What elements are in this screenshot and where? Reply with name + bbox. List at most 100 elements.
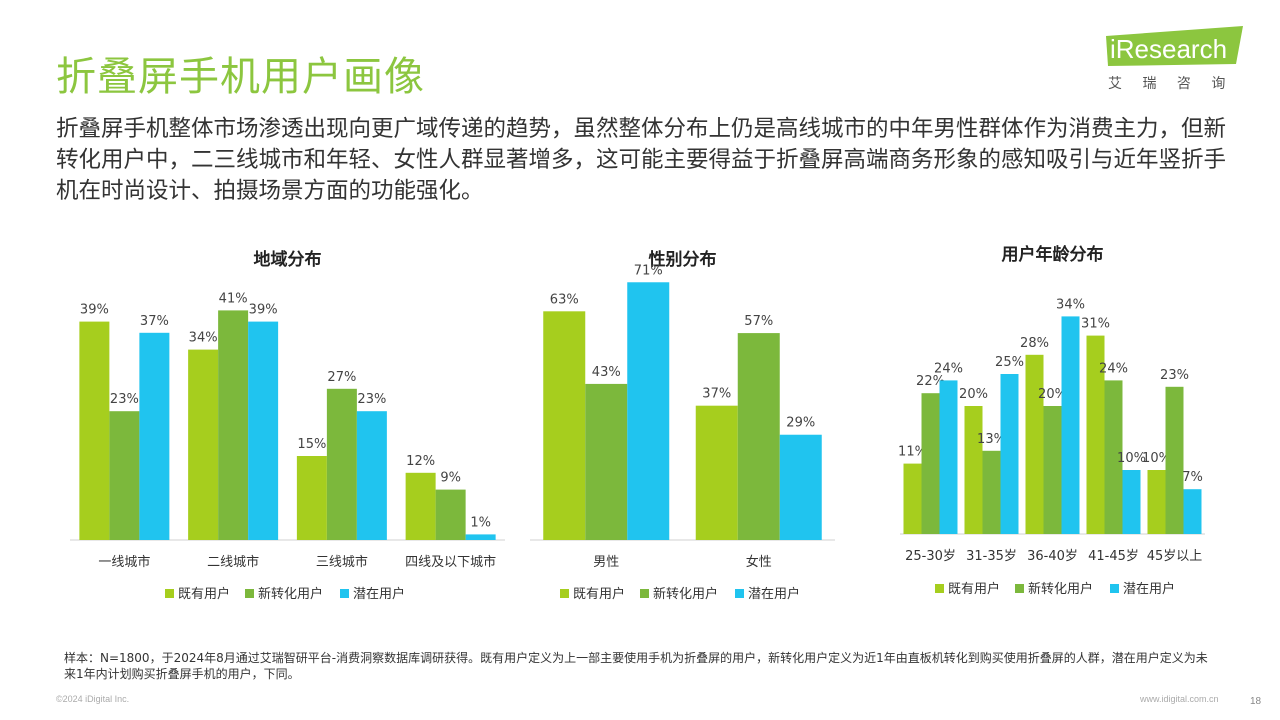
data-label: 43% <box>592 365 621 380</box>
legend-swatch <box>735 589 744 598</box>
bar <box>465 534 496 540</box>
category-label: 女性 <box>746 554 772 570</box>
data-label: 24% <box>934 361 963 376</box>
chart-title: 地域分布 <box>254 249 322 270</box>
category-label: 四线及以下城市 <box>405 554 496 570</box>
bar <box>218 310 249 540</box>
bar <box>109 411 140 540</box>
bar <box>326 388 357 540</box>
bar <box>939 380 958 534</box>
data-label: 9% <box>440 471 461 486</box>
bar <box>543 311 586 540</box>
logo-subtitle: 艾 瑞 咨 询 <box>1108 76 1233 92</box>
legend-swatch <box>935 584 944 593</box>
data-label: 57% <box>744 314 773 329</box>
data-label: 13% <box>977 432 1006 447</box>
data-label: 39% <box>249 303 278 318</box>
data-label: 12% <box>406 454 435 469</box>
legend-swatch <box>1110 584 1119 593</box>
legend-swatch <box>165 589 174 598</box>
bar <box>903 463 922 534</box>
age-chart-svg: 用户年龄分布11%22%24%25-30岁20%13%25%31-35岁28%2… <box>898 244 1205 597</box>
bar <box>188 349 219 540</box>
bar <box>405 472 436 540</box>
category-label: 31-35岁 <box>966 549 1017 564</box>
chart-title: 性别分布 <box>649 249 717 270</box>
region-chart: 地域分布 39% 23% 37% 一线城市 34% 41% 39% 二线城市 15% 27% 23% 三… <box>50 230 520 610</box>
data-label: 37% <box>140 314 169 329</box>
bar <box>1122 470 1141 534</box>
bar <box>1104 380 1123 534</box>
bar <box>296 456 327 540</box>
data-label: 23% <box>357 392 386 407</box>
bar <box>1025 354 1044 534</box>
category-label: 二线城市 <box>207 554 259 570</box>
bar <box>982 450 1001 534</box>
legend-label: 潜在用户 <box>1123 581 1175 597</box>
legend-label: 新转化用户 <box>653 586 718 602</box>
legend-label: 既有用户 <box>178 586 230 602</box>
legend-swatch <box>640 589 649 598</box>
category-label: 45岁以上 <box>1147 549 1203 564</box>
data-label: 7% <box>1182 470 1203 485</box>
data-label: 11% <box>898 445 927 460</box>
page-number: 18 <box>1250 696 1262 707</box>
data-label: 24% <box>1099 361 1128 376</box>
data-label: 27% <box>327 370 356 385</box>
legend-label: 新转化用户 <box>1028 581 1093 597</box>
bar <box>1086 335 1105 534</box>
category-label: 男性 <box>593 555 619 570</box>
data-label: 20% <box>1038 387 1067 402</box>
data-label: 63% <box>550 292 579 307</box>
legend-swatch <box>245 589 254 598</box>
region-chart-svg: 地域分布39%23%37%一线城市34%41%39%二线城市15%27%23%三… <box>70 249 505 602</box>
category-label: 三线城市 <box>316 554 368 570</box>
bar <box>964 406 983 534</box>
data-label: 23% <box>1160 368 1189 383</box>
bar <box>1061 316 1080 534</box>
bar <box>79 321 110 540</box>
data-label: 1% <box>470 515 491 530</box>
data-label: 71% <box>634 263 663 278</box>
page-title: 折叠屏手机用户画像 <box>56 54 425 100</box>
data-label: 31% <box>1081 317 1110 332</box>
category-label: 25-30岁 <box>905 549 956 564</box>
data-label: 15% <box>297 437 326 452</box>
chart-title: 用户年龄分布 <box>1002 244 1104 265</box>
bar <box>435 489 466 540</box>
legend-label: 既有用户 <box>573 586 625 602</box>
gender-chart: 性别分布 63% 43% 71% 男性 37% 57% 29% 女性既有用户 新转化用户 潜在用户 <box>520 230 850 610</box>
data-label: 37% <box>702 387 731 402</box>
data-label: 34% <box>1056 297 1085 312</box>
data-label: 10% <box>1117 451 1146 466</box>
data-label: 29% <box>786 416 815 431</box>
bar <box>356 411 387 540</box>
bar <box>585 383 628 540</box>
data-label: 34% <box>189 331 218 346</box>
age-chart: 用户年龄分布 11% 22% 24% 25-30岁 20% 13% 25% 31-35岁 28% 2… <box>890 230 1220 610</box>
legend-swatch <box>560 589 569 598</box>
iresearch-logo: iResearch 艾 瑞 咨 询 <box>1106 26 1243 92</box>
bar <box>139 332 170 540</box>
data-label: 22% <box>916 374 945 389</box>
legend-label: 潜在用户 <box>353 586 405 602</box>
data-label: 39% <box>80 303 109 318</box>
legend-label: 既有用户 <box>948 581 1000 597</box>
legend-label: 潜在用户 <box>748 586 800 602</box>
bar <box>737 333 780 540</box>
summary-text: 折叠屏手机整体市场渗透出现向更广域传递的趋势，虽然整体分布上仍是高线城市的中年男… <box>56 116 1227 204</box>
category-label: 一线城市 <box>98 554 150 570</box>
data-label: 28% <box>1020 336 1049 351</box>
bar <box>1000 374 1019 534</box>
bar <box>921 393 940 534</box>
logo-banner <box>1106 26 1243 66</box>
legend-swatch <box>340 589 349 598</box>
bar <box>779 434 822 540</box>
bar <box>627 282 670 540</box>
data-label: 23% <box>110 392 139 407</box>
data-label: 25% <box>995 355 1024 370</box>
bar <box>695 405 738 540</box>
data-label: 20% <box>959 387 988 402</box>
bar <box>1147 470 1166 534</box>
